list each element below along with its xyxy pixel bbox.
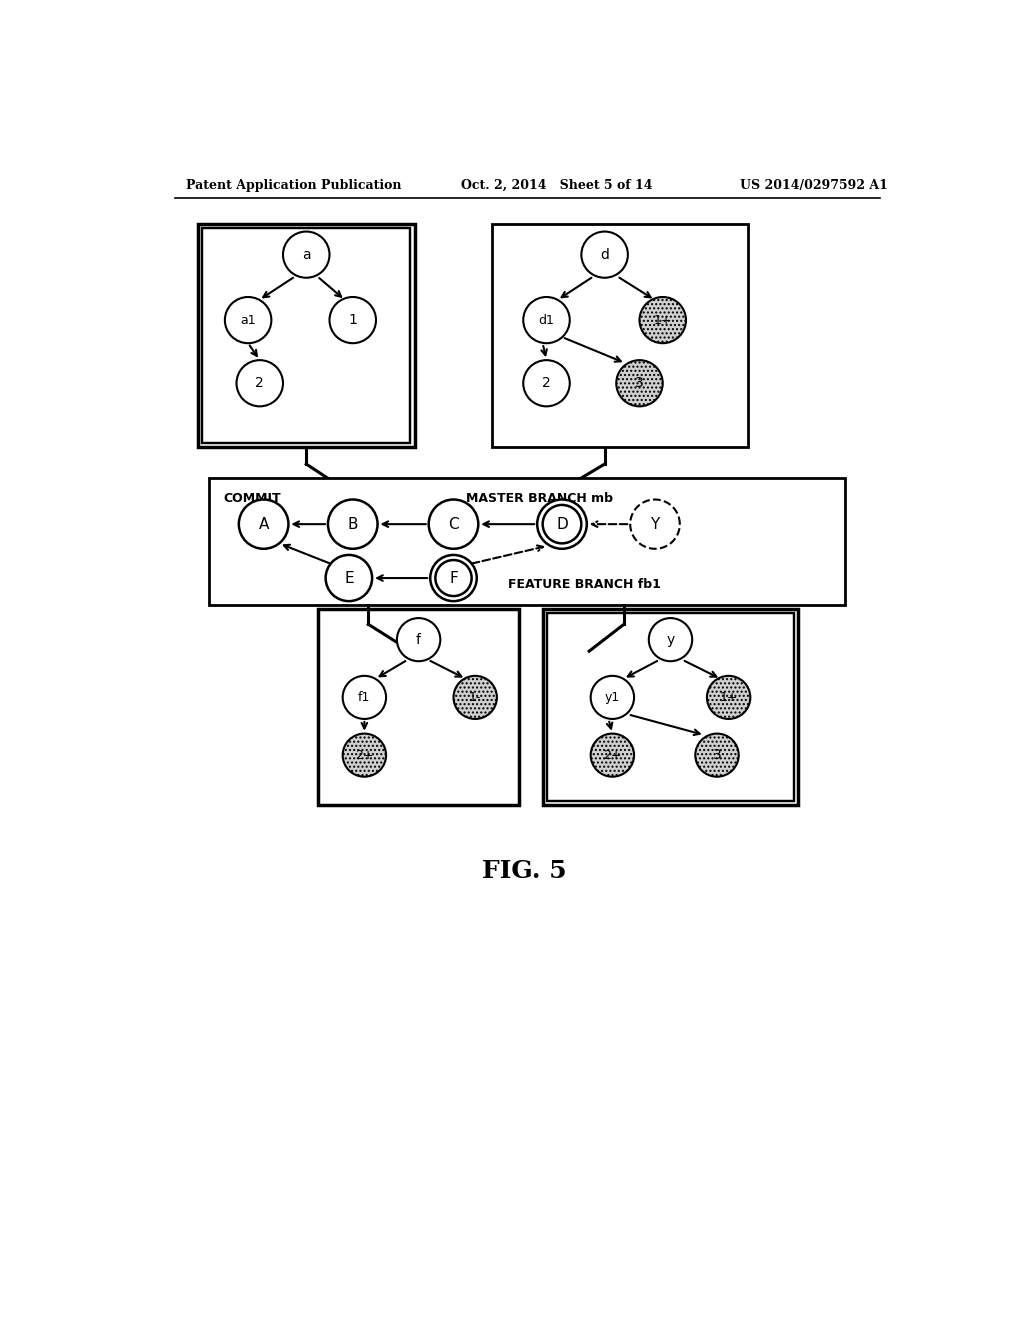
Text: C: C [449,516,459,532]
Circle shape [330,297,376,343]
Circle shape [239,499,289,549]
Text: E: E [344,570,353,586]
Circle shape [523,360,569,407]
FancyBboxPatch shape [209,478,845,605]
Text: 1+: 1+ [720,690,738,704]
Text: Oct. 2, 2014   Sheet 5 of 14: Oct. 2, 2014 Sheet 5 of 14 [461,178,652,191]
Circle shape [649,618,692,661]
FancyBboxPatch shape [543,609,799,805]
Text: F: F [450,570,458,586]
Text: d1: d1 [539,314,554,326]
Text: 2: 2 [542,376,551,391]
Circle shape [695,734,738,776]
FancyBboxPatch shape [493,224,748,447]
Text: MASTER BRANCH mb: MASTER BRANCH mb [466,492,613,504]
Text: 1-: 1- [469,690,481,704]
Text: Patent Application Publication: Patent Application Publication [186,178,401,191]
Text: 2+: 2+ [355,748,374,762]
Text: FEATURE BRANCH fb1: FEATURE BRANCH fb1 [508,578,660,591]
Circle shape [283,231,330,277]
FancyBboxPatch shape [198,224,415,447]
Text: y: y [667,632,675,647]
Text: Y: Y [650,516,659,532]
Circle shape [582,231,628,277]
Text: f: f [416,632,421,647]
Circle shape [225,297,271,343]
Circle shape [429,499,478,549]
Text: 2: 2 [255,376,264,391]
Circle shape [328,499,378,549]
Circle shape [523,297,569,343]
Circle shape [591,676,634,719]
Text: A: A [258,516,269,532]
Text: a1: a1 [241,314,256,326]
Polygon shape [630,499,680,549]
Circle shape [343,734,386,776]
Circle shape [326,554,372,601]
Text: 1+: 1+ [653,314,672,326]
Circle shape [237,360,283,407]
Text: FIG. 5: FIG. 5 [482,858,567,883]
Text: a: a [302,248,310,261]
Circle shape [430,554,477,601]
Text: d: d [600,248,609,261]
Text: 1: 1 [348,313,357,327]
FancyBboxPatch shape [317,609,519,805]
Circle shape [707,676,751,719]
Text: y1: y1 [605,690,620,704]
Circle shape [616,360,663,407]
Circle shape [397,618,440,661]
Circle shape [538,499,587,549]
Text: D: D [556,516,568,532]
Text: US 2014/0297592 A1: US 2014/0297592 A1 [739,178,888,191]
Text: B: B [347,516,358,532]
Circle shape [640,297,686,343]
Text: f1: f1 [358,690,371,704]
Text: COMMIT: COMMIT [223,492,281,504]
Circle shape [454,676,497,719]
Text: 3: 3 [635,376,644,391]
Circle shape [591,734,634,776]
Text: 2+: 2+ [603,748,622,762]
Text: 3: 3 [713,748,721,762]
Circle shape [343,676,386,719]
